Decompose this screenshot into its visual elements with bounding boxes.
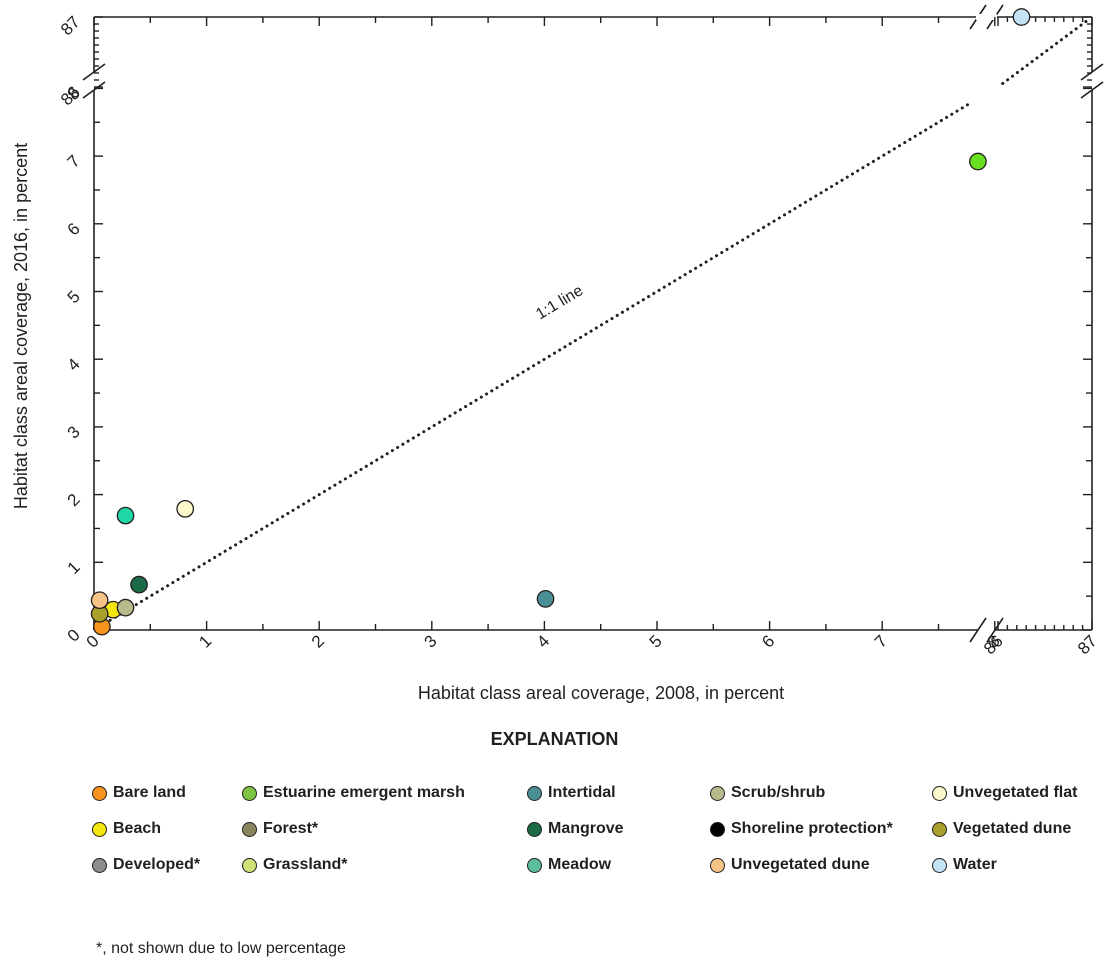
legend-label: Grassland*	[263, 856, 348, 873]
legend-item-water: Water	[932, 856, 997, 874]
legend-item-unvegetated-dune: Unvegetated dune	[710, 856, 870, 874]
legend-item-bare-land: Bare land	[92, 784, 186, 802]
y-tick-label: 0	[64, 625, 84, 645]
one-to-one-line-lower	[98, 100, 974, 629]
y-tick-label: 7	[64, 151, 84, 171]
x-tick-label: 6	[758, 631, 778, 651]
one-to-one-line-label: 1:1 line	[533, 282, 586, 323]
plot-frame	[82, 4, 1104, 643]
legend-label: Developed*	[113, 856, 201, 873]
legend-label: Mangrove	[548, 820, 624, 837]
point-meadow	[116, 506, 135, 525]
x-tick-label: 86	[980, 631, 1007, 658]
legend-label: Meadow	[548, 856, 612, 873]
legend-swatch	[242, 821, 257, 837]
legend-label: Scrub/shrub	[731, 784, 826, 801]
y-tick-label: 2	[64, 490, 84, 510]
x-tick-label: 4	[533, 631, 553, 651]
y-tick-label: 6	[64, 219, 84, 239]
y-axis-label: Habitat class areal coverage, 2016, in p…	[11, 143, 31, 509]
point-intertidal	[536, 590, 555, 608]
y-tick-label: 5	[64, 287, 84, 307]
legend-label: Unvegetated dune	[731, 856, 870, 873]
legend-swatch	[710, 785, 725, 801]
one-to-one-line-upper	[1001, 16, 1092, 85]
footnote: *, not shown due to low percentage	[96, 940, 346, 957]
legend-label: Unvegetated flat	[953, 784, 1078, 801]
y-tick-label: 3	[64, 422, 84, 442]
legend-label: Shoreline protection*	[731, 820, 893, 837]
point-scrub-shrub	[116, 598, 135, 617]
legend-swatch	[92, 857, 107, 873]
legend-swatch	[932, 857, 947, 873]
legend-label: Intertidal	[548, 784, 616, 801]
point-unvegetated-dune	[90, 591, 109, 610]
point-water	[1012, 8, 1031, 26]
legend-swatch	[710, 857, 725, 873]
y-tick-label: 87	[57, 12, 84, 39]
one-to-one-line	[98, 16, 1092, 629]
legend-label: Estuarine emergent marsh	[263, 784, 465, 801]
legend-item-unvegetated-flat: Unvegetated flat	[932, 784, 1077, 802]
legend-item-grassland: Grassland*	[242, 856, 347, 874]
y-tick-label: 86	[57, 82, 84, 109]
legend-swatch	[92, 821, 107, 837]
legend-label: Bare land	[113, 784, 186, 801]
legend-swatch	[242, 857, 257, 873]
legend-item-forest: Forest*	[242, 820, 318, 838]
x-tick-label: 5	[646, 631, 666, 651]
break-gap-top	[976, 14, 997, 20]
legend-label: Forest*	[263, 820, 319, 837]
x-tick-label: 87	[1074, 631, 1101, 658]
legend-item-scrub-shrub: Scrub/shrub	[710, 784, 825, 802]
legend: Bare land Beach Developed* Estuarine emerge…	[92, 784, 1109, 894]
legend-swatch	[527, 821, 542, 837]
x-tick-label: 1	[195, 631, 215, 651]
legend-label: Beach	[113, 820, 162, 837]
legend-item-developed: Developed*	[92, 856, 200, 874]
y-tick-label: 1	[64, 558, 84, 578]
legend-item-meadow: Meadow	[527, 856, 611, 874]
x-axis-label: Habitat class areal coverage, 2008, in p…	[418, 683, 784, 703]
legend-swatch	[710, 821, 725, 837]
x-tick-label: 3	[420, 631, 440, 651]
break-mark-y	[82, 63, 106, 81]
legend-swatch	[932, 785, 947, 801]
x-tick-label: 7	[871, 631, 891, 651]
legend-swatch	[527, 785, 542, 801]
legend-label: Water	[953, 856, 997, 873]
legend-item-beach: Beach	[92, 820, 161, 838]
break-mark-y	[82, 81, 106, 99]
explanation-title: EXPLANATION	[490, 729, 619, 749]
legend-swatch	[242, 785, 257, 801]
legend-item-intertidal: Intertidal	[527, 784, 616, 802]
legend-label: Vegetated dune	[953, 820, 1072, 837]
break-mark-y	[1080, 63, 1104, 81]
legend-swatch	[932, 821, 947, 837]
break-mark-x	[969, 617, 987, 643]
legend-item-shoreline-protection: Shoreline protection*	[710, 820, 893, 838]
data-points	[90, 8, 1031, 636]
legend-item-vegetated-dune: Vegetated dune	[932, 820, 1071, 838]
point-unvegetated-flat	[176, 499, 195, 518]
y-tick-label: 4	[64, 355, 84, 375]
legend-swatch	[527, 857, 542, 873]
legend-item-mangrove: Mangrove	[527, 820, 624, 838]
break-mark-y	[1080, 81, 1104, 99]
legend-item-estuarine-emergent-marsh: Estuarine emergent marsh	[242, 784, 465, 802]
point-estuarine-emergent-marsh	[969, 152, 987, 171]
x-tick-label: 2	[308, 631, 328, 651]
point-mangrove	[130, 575, 148, 594]
legend-swatch	[92, 785, 107, 801]
